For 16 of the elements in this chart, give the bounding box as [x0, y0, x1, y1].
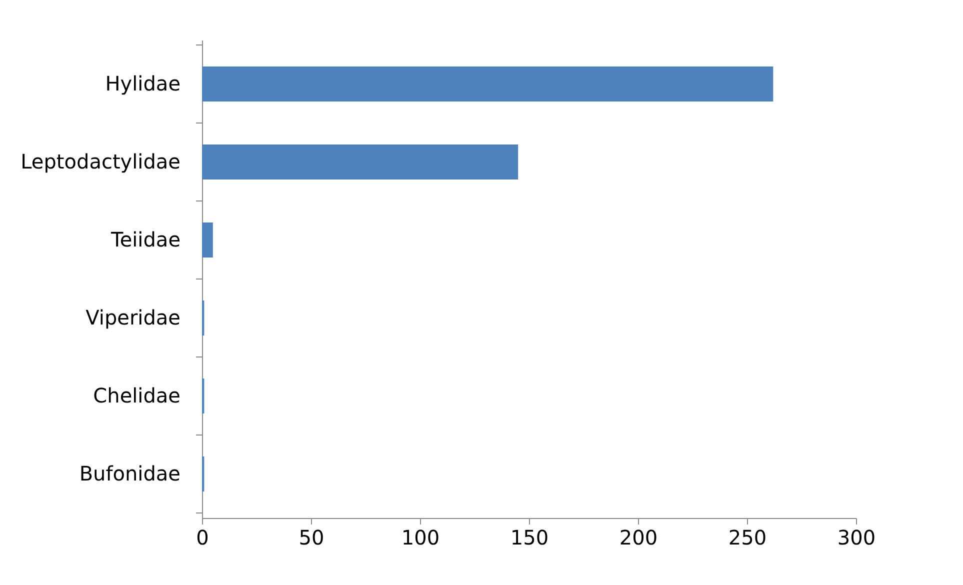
- y-tick-label: Leptodactylidae: [20, 150, 180, 174]
- x-tick-label: 150: [510, 526, 549, 550]
- x-tick-label: 100: [401, 526, 440, 550]
- y-tick-label: Bufonidae: [79, 462, 180, 486]
- y-tick-label: Teiidae: [110, 228, 180, 252]
- y-tick-label: Chelidae: [93, 384, 180, 408]
- x-tick-label: 200: [619, 526, 658, 550]
- bar: [202, 144, 518, 180]
- x-tick-label: 250: [728, 526, 767, 550]
- x-tick-label: 0: [196, 526, 209, 550]
- y-tick-label: Hylidae: [105, 72, 180, 96]
- x-tick-label: 300: [837, 526, 876, 550]
- bar: [202, 222, 213, 258]
- x-tick-label: 50: [298, 526, 324, 550]
- bar: [202, 66, 774, 102]
- y-tick-label: Viperidae: [86, 306, 180, 330]
